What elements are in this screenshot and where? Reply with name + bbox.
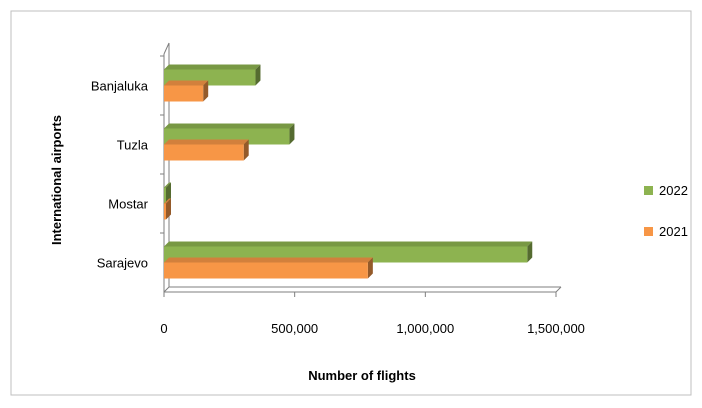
bar-2022-banjaluka-top <box>164 64 261 70</box>
y-tick-label: Banjaluka <box>91 79 149 94</box>
bar-2021-sarajevo-top <box>164 257 373 263</box>
x-tick-label: 1,500,000 <box>527 321 585 336</box>
bar-2022-sarajevo-top <box>164 241 533 247</box>
chart-border <box>10 10 692 396</box>
legend-swatch-2022 <box>644 186 653 195</box>
bar-2021-mostar <box>164 203 166 220</box>
bar-2021-tuzla-top <box>164 139 249 145</box>
x-tick-label: 1,000,000 <box>396 321 454 336</box>
legend: 2022 2021 <box>644 183 688 239</box>
bar-2022-banjaluka-end <box>255 64 261 86</box>
legend-label-2022: 2022 <box>659 183 688 198</box>
y-axis-title: International airports <box>49 115 64 245</box>
x-tick-label: 500,000 <box>271 321 318 336</box>
bar-2021-sarajevo-end <box>367 257 373 279</box>
bar-2022-mostar-end <box>166 182 171 204</box>
bar-2021-tuzla <box>164 144 244 161</box>
bar-2021-banjaluka-end <box>203 80 209 102</box>
bar-2021-mostar-top <box>164 198 171 204</box>
bar-2021-banjaluka <box>164 85 204 102</box>
x-axis-ticks: 0 500,000 1,000,000 1,500,000 <box>160 292 585 336</box>
legend-swatch-2021 <box>644 227 653 236</box>
floor-right-edge <box>555 286 562 293</box>
x-tick-label: 0 <box>160 321 167 336</box>
y-axis-ticks: Banjaluka Tuzla Mostar Sarajevo <box>91 55 164 271</box>
bar-2022-tuzla-end <box>289 123 295 145</box>
bar-2022-tuzla-top <box>164 123 295 129</box>
bar-2022-sarajevo-end <box>527 241 533 263</box>
legend-label-2021: 2021 <box>659 224 688 239</box>
bar-2022-mostar <box>164 187 166 204</box>
y-tick-label: Tuzla <box>117 138 149 153</box>
y-tick-label: Sarajevo <box>97 256 148 271</box>
x-axis-title: Number of flights <box>308 368 416 383</box>
bar-2022-mostar-top <box>164 182 171 188</box>
bars-group <box>164 64 533 279</box>
y-tick-label: Mostar <box>108 197 148 212</box>
bar-2021-banjaluka-top <box>164 80 209 86</box>
wall-top-edge <box>163 42 170 55</box>
bar-2021-tuzla-end <box>243 139 249 161</box>
bar-2021-sarajevo <box>164 262 368 279</box>
bar-2021-mostar-end <box>166 198 171 220</box>
